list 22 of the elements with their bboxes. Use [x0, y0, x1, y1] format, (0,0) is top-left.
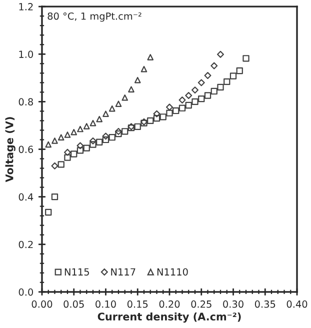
x-tick-label: 0.35 — [254, 300, 276, 308]
x-tick-label: 0.30 — [223, 300, 244, 308]
x-tick-label: 0.40 — [286, 300, 308, 308]
y-tick-label: 0.4 — [18, 193, 34, 201]
x-tick-label: 0.05 — [64, 300, 84, 308]
y-axis-title: Voltage (V) — [5, 117, 16, 182]
y-tick-label: 1.2 — [19, 3, 33, 10]
x-tick-label: 0.10 — [96, 300, 116, 308]
x-tick-label: 0.20 — [159, 300, 180, 308]
legend-label: N117 — [111, 268, 136, 276]
y-tick-label: 1.0 — [19, 50, 34, 58]
y-tick-label: 0.6 — [18, 146, 34, 154]
y-tick-label: 0.8 — [18, 98, 33, 106]
x-tick-label: 0.15 — [127, 300, 148, 308]
legend-label: N1110 — [157, 268, 188, 276]
x-tick-label: 0.25 — [191, 300, 212, 308]
y-tick-label: 0.2 — [18, 240, 33, 248]
legend-label: N115 — [64, 268, 89, 276]
x-axis-title: Current density (A.cm⁻²) — [98, 312, 241, 323]
y-tick-label: 0.0 — [18, 288, 34, 296]
x-tick-label: 0.00 — [32, 300, 52, 308]
annotation: 80 °C, 1 mgPt.cm⁻² — [48, 12, 142, 22]
